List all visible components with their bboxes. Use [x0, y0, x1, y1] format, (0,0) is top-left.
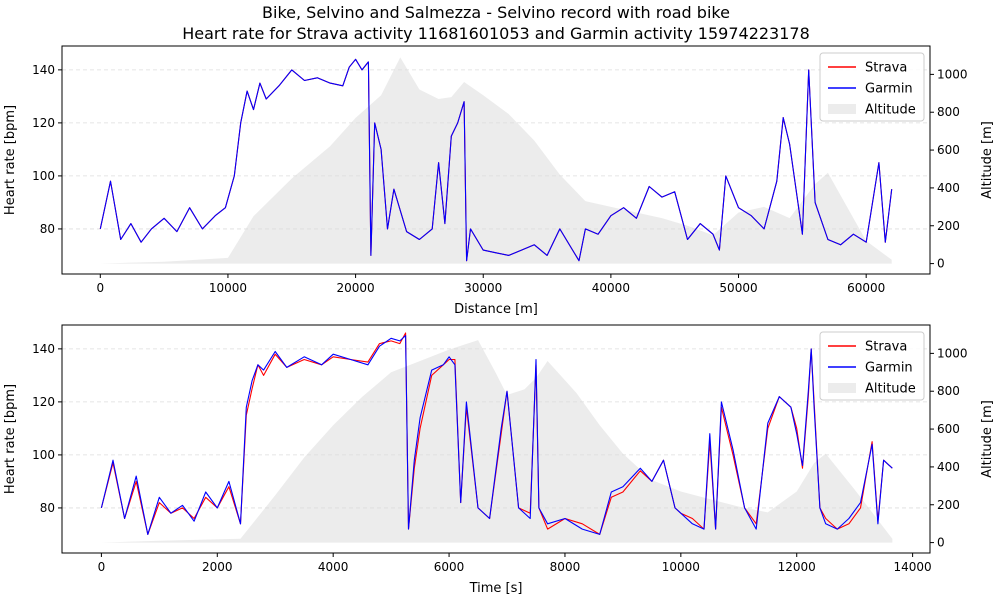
y-tick-label: 100 — [32, 448, 55, 462]
y2-tick-label: 0 — [937, 257, 945, 271]
y2-tick-label: 800 — [937, 384, 960, 398]
y2-axis-label: Altitude [m] — [980, 400, 995, 478]
x-tick-label: 60000 — [847, 281, 885, 295]
legend-label-strava: Strava — [865, 340, 907, 355]
figure-title-line-2: Heart rate for Strava activity 116816010… — [182, 24, 810, 43]
x-tick-label: 12000 — [778, 560, 816, 574]
y-tick-label: 120 — [32, 395, 55, 409]
y2-tick-label: 400 — [937, 460, 960, 474]
x-tick-label: 0 — [96, 281, 104, 295]
y2-axis-label: Altitude [m] — [980, 121, 995, 199]
legend-label-strava: Strava — [865, 61, 907, 76]
altitude-area — [101, 340, 893, 543]
y-tick-label: 80 — [40, 222, 55, 236]
x-tick-label: 4000 — [318, 560, 349, 574]
y2-tick-label: 200 — [937, 219, 960, 233]
y-axis-label: Heart rate [bpm] — [3, 384, 18, 494]
x-tick-label: 50000 — [719, 281, 757, 295]
x-tick-label: 2000 — [202, 560, 233, 574]
x-tick-label: 10000 — [662, 560, 700, 574]
series-line-garmin — [99, 58, 893, 262]
x-tick-label: 20000 — [336, 281, 374, 295]
x-tick-label: 8000 — [550, 560, 581, 574]
y-axis-label: Heart rate [bpm] — [3, 105, 18, 215]
y-tick-label: 80 — [40, 501, 55, 515]
x-tick-label: 6000 — [434, 560, 465, 574]
x-tick-label: 0 — [98, 560, 106, 574]
plot-frame — [61, 324, 931, 554]
legend-swatch-altitude — [828, 383, 856, 393]
y2-tick-label: 1000 — [937, 67, 968, 81]
figure-title-line-1: Bike, Selvino and Salmezza - Selvino rec… — [262, 3, 730, 22]
y-tick-label: 120 — [32, 116, 55, 130]
x-axis-label: Time [s] — [469, 581, 523, 596]
time-heart-rate-plot: 0 2000 4000 6000 8000 10000 12000 1400080100120… — [3, 324, 995, 596]
y2-tick-label: 400 — [937, 181, 960, 195]
legend-swatch-altitude — [828, 104, 856, 114]
legend-label-altitude: Altitude — [865, 382, 916, 397]
y2-tick-label: 1000 — [937, 346, 968, 360]
x-tick-label: 10000 — [209, 281, 247, 295]
legend: Strava Garmin Altitude — [819, 331, 925, 401]
x-axis-label: Distance [m] — [454, 302, 538, 317]
y2-tick-label: 0 — [937, 536, 945, 550]
y2-tick-label: 600 — [937, 422, 960, 436]
x-tick-label: 14000 — [894, 560, 932, 574]
legend-label-garmin: Garmin — [865, 82, 913, 97]
distance-heart-rate-plot: 0 10000 20000 30000 40000 50000 60000801001201… — [3, 45, 995, 317]
y-tick-label: 140 — [32, 63, 55, 77]
legend: Strava Garmin Altitude — [819, 52, 925, 122]
x-tick-label: 30000 — [464, 281, 502, 295]
y2-tick-label: 600 — [937, 143, 960, 157]
y2-tick-label: 800 — [937, 105, 960, 119]
legend-label-altitude: Altitude — [865, 103, 916, 118]
x-tick-label: 40000 — [592, 281, 630, 295]
y2-tick-label: 200 — [937, 498, 960, 512]
altitude-area — [100, 57, 892, 264]
series-line-garmin — [100, 335, 893, 535]
plot-frame — [61, 45, 931, 275]
legend-label-garmin: Garmin — [865, 361, 913, 376]
y-tick-label: 100 — [32, 169, 55, 183]
y-tick-label: 140 — [32, 342, 55, 356]
